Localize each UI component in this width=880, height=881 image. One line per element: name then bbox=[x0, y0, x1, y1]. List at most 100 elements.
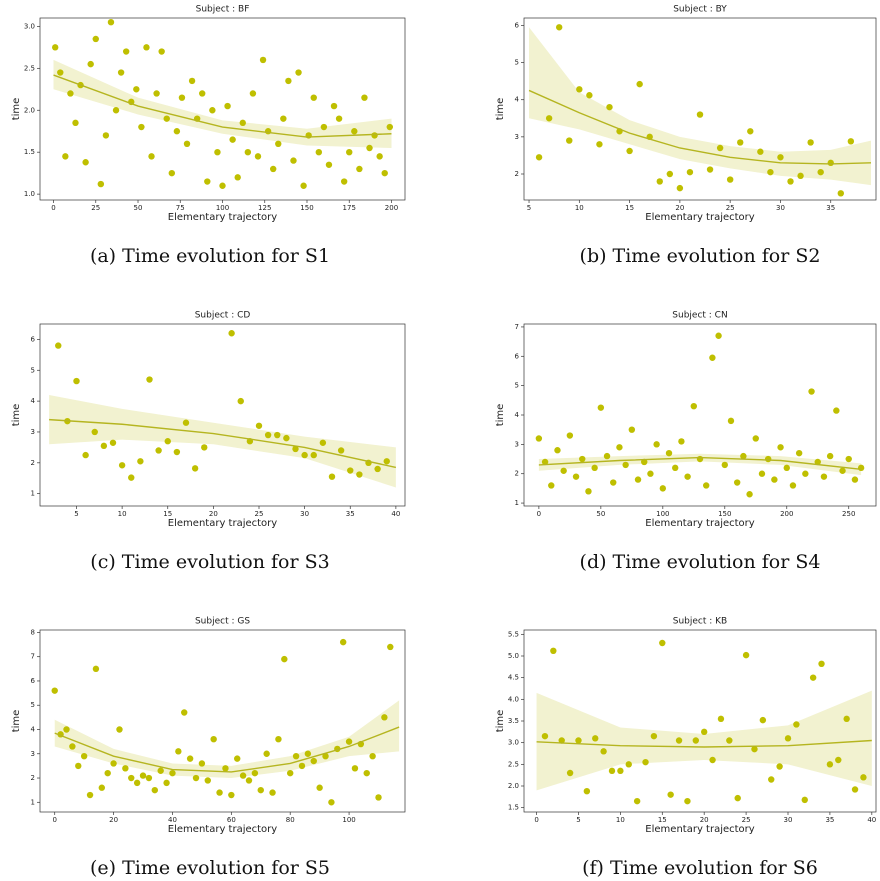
point bbox=[675, 737, 683, 744]
point bbox=[110, 760, 117, 767]
point bbox=[583, 788, 591, 795]
y-tick-label: 7 bbox=[515, 323, 519, 331]
y-tick-label: 2 bbox=[515, 470, 519, 478]
confidence-band bbox=[53, 59, 392, 148]
x-axis-label: Elementary trajectory bbox=[168, 212, 277, 223]
caption: (e) Time evolution for S5 bbox=[90, 857, 330, 879]
plot-area bbox=[528, 24, 871, 197]
fit-line bbox=[538, 456, 862, 471]
point bbox=[692, 737, 700, 744]
point bbox=[63, 726, 70, 733]
point bbox=[387, 643, 394, 651]
point bbox=[656, 178, 663, 185]
y-tick-label: 8 bbox=[31, 628, 35, 636]
confidence-band bbox=[538, 453, 862, 476]
point bbox=[751, 745, 758, 753]
point bbox=[204, 178, 211, 185]
point bbox=[151, 786, 158, 794]
point bbox=[647, 470, 654, 477]
x-tick-label: 25 bbox=[742, 816, 751, 824]
point bbox=[600, 748, 607, 755]
fit-line bbox=[528, 89, 871, 165]
axes-frame bbox=[523, 17, 877, 201]
point bbox=[339, 638, 347, 646]
fit-line bbox=[53, 74, 392, 138]
point bbox=[52, 44, 59, 51]
point bbox=[251, 769, 259, 777]
x-tick-label: 30 bbox=[300, 510, 309, 518]
point bbox=[224, 102, 231, 110]
point bbox=[62, 153, 69, 160]
x-tick-label: 40 bbox=[867, 816, 876, 824]
x-tick-label: 0 bbox=[537, 510, 541, 518]
point bbox=[839, 467, 846, 474]
y-tick-label: 5 bbox=[31, 701, 35, 709]
point bbox=[575, 737, 582, 744]
x-tick-label: 125 bbox=[258, 204, 271, 212]
axes-frame bbox=[523, 629, 877, 813]
plot-area bbox=[52, 18, 393, 189]
point bbox=[228, 791, 235, 799]
y-tick-label: 5.5 bbox=[508, 630, 519, 638]
point bbox=[733, 479, 741, 486]
point bbox=[667, 791, 674, 798]
y-tick-label: 6 bbox=[31, 335, 36, 343]
caption: (a) Time evolution for S1 bbox=[90, 245, 330, 267]
point bbox=[541, 458, 549, 466]
x-tick-label: 50 bbox=[596, 510, 605, 518]
point bbox=[727, 417, 735, 425]
point bbox=[826, 452, 834, 460]
point bbox=[592, 735, 599, 742]
point bbox=[69, 743, 76, 750]
panel: Subject : CD Elementary trajectory time (c)… bbox=[11, 311, 406, 573]
point bbox=[541, 732, 549, 740]
y-tick-label: 3.5 bbox=[508, 717, 519, 725]
point bbox=[545, 115, 553, 122]
point bbox=[709, 756, 716, 764]
point bbox=[285, 77, 292, 85]
point bbox=[292, 752, 300, 760]
point bbox=[777, 444, 784, 451]
point bbox=[771, 476, 778, 483]
point bbox=[535, 154, 543, 161]
x-tick-label: 20 bbox=[675, 204, 684, 212]
point bbox=[608, 767, 616, 775]
point bbox=[817, 168, 824, 176]
point bbox=[737, 139, 744, 146]
point bbox=[548, 482, 555, 489]
x-tick-label: 100 bbox=[342, 816, 355, 824]
confidence-band bbox=[536, 690, 872, 791]
point bbox=[752, 435, 759, 442]
y-tick-label: 1 bbox=[31, 490, 35, 498]
point bbox=[175, 748, 182, 755]
panel: Subject : CN Elementary trajectory time (d)… bbox=[495, 311, 877, 573]
axes-frame bbox=[39, 323, 406, 507]
point bbox=[51, 687, 58, 694]
y-tick-label: 3 bbox=[515, 440, 519, 448]
point bbox=[304, 750, 312, 757]
point bbox=[721, 461, 728, 469]
x-tick-label: 10 bbox=[616, 816, 625, 824]
y-tick-label: 5 bbox=[31, 366, 35, 374]
point bbox=[603, 452, 611, 460]
y-tick-label: 3.0 bbox=[508, 739, 519, 747]
point bbox=[797, 172, 804, 180]
point bbox=[636, 80, 643, 88]
point bbox=[91, 428, 98, 436]
x-tick-label: 60 bbox=[227, 816, 236, 824]
point bbox=[596, 141, 603, 148]
y-axis-label: time bbox=[11, 98, 22, 121]
point bbox=[198, 760, 206, 767]
y-tick-label: 2 bbox=[31, 774, 35, 782]
point bbox=[789, 482, 797, 489]
chart-title: Subject : CN bbox=[672, 311, 727, 321]
point bbox=[128, 474, 135, 481]
point bbox=[143, 44, 150, 51]
point bbox=[610, 479, 617, 486]
confidence-band bbox=[49, 394, 396, 488]
point bbox=[292, 445, 299, 453]
point bbox=[616, 444, 623, 451]
point bbox=[381, 714, 388, 721]
point bbox=[316, 784, 323, 791]
y-tick-label: 2.0 bbox=[24, 106, 35, 114]
